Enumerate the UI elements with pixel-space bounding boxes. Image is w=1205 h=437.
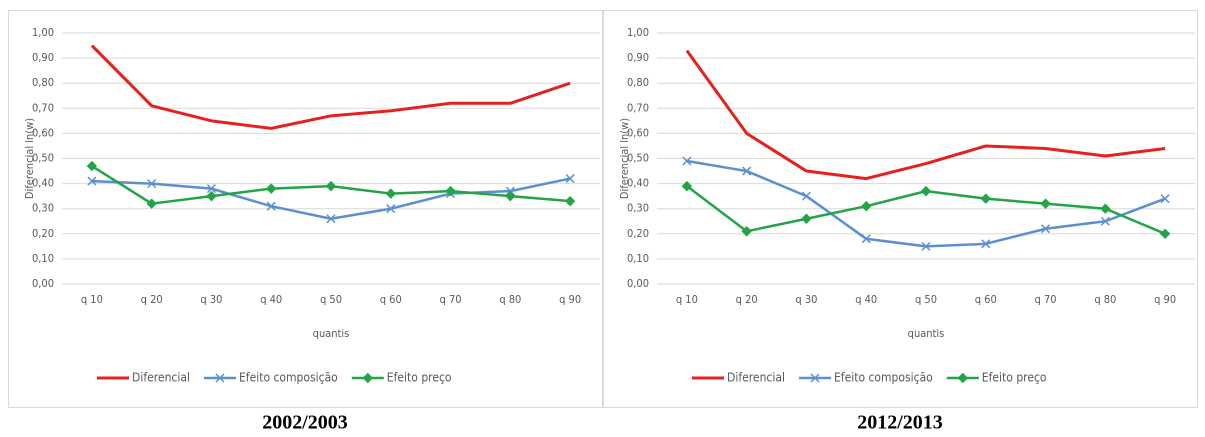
marker — [505, 190, 516, 202]
x-tick-label: q 70 — [1035, 293, 1057, 306]
y-tick-label: 0,90 — [32, 51, 54, 64]
x-tick-label: q 80 — [1094, 293, 1116, 306]
y-tick-label: 0,70 — [627, 101, 649, 114]
x-tick-label: q 40 — [260, 293, 282, 306]
x-axis-label: quantis — [908, 327, 945, 340]
series-line — [685, 49, 1166, 181]
marker — [981, 239, 991, 249]
marker — [801, 191, 811, 201]
x-tick-label: q 10 — [676, 293, 698, 306]
marker — [87, 176, 97, 186]
marker — [1160, 194, 1170, 204]
chart-caption: 2012/2013 — [857, 412, 943, 434]
y-tick-label: 0,20 — [32, 227, 54, 240]
chart-frame — [603, 10, 1198, 408]
legend-label: Diferencial — [727, 371, 785, 385]
y-tick-label: 0,50 — [32, 152, 54, 165]
y-tick-label: 0,40 — [627, 177, 649, 190]
legend-label: Diferencial — [132, 371, 190, 385]
y-axis-label: Diferencial ln(w) — [23, 118, 36, 199]
marker — [266, 183, 277, 194]
marker — [682, 156, 692, 166]
y-tick-label: 0,80 — [627, 76, 649, 89]
y-tick-label: 0,40 — [32, 177, 54, 190]
marker — [266, 201, 276, 211]
y-tick-label: 0,00 — [627, 277, 649, 290]
marker — [564, 195, 576, 207]
y-tick-label: 0,20 — [627, 227, 649, 240]
marker — [325, 180, 337, 192]
marker — [146, 198, 157, 209]
y-tick-label: 0,60 — [627, 126, 649, 139]
marker — [386, 204, 396, 214]
y-tick-label: 0,30 — [627, 202, 649, 215]
x-tick-label: q 60 — [975, 293, 997, 306]
marker — [1041, 224, 1051, 234]
marker — [445, 185, 456, 197]
y-tick-label: 0,50 — [627, 152, 649, 165]
legend-marker — [362, 372, 374, 384]
y-tick-label: 0,30 — [32, 202, 54, 215]
x-tick-label: q 70 — [440, 293, 462, 306]
marker — [861, 200, 872, 212]
x-tick-label: q 60 — [380, 293, 402, 306]
legend-label: Efeito composição — [239, 371, 338, 385]
marker — [326, 214, 336, 224]
legend-marker — [810, 373, 820, 383]
marker — [1100, 216, 1110, 226]
x-tick-label: q 50 — [320, 293, 342, 306]
y-tick-label: 0,60 — [32, 126, 54, 139]
x-tick-label: q 20 — [141, 293, 163, 306]
legend-label: Efeito preço — [387, 371, 452, 385]
y-axis-label: Diferencial ln(w) — [618, 118, 631, 199]
x-tick-label: q 20 — [736, 293, 758, 306]
marker — [921, 241, 931, 251]
marker — [801, 213, 812, 224]
y-tick-label: 0,10 — [32, 252, 54, 265]
marker — [1100, 203, 1111, 214]
marker — [147, 179, 157, 189]
y-tick-label: 1,00 — [32, 26, 54, 39]
x-tick-label: q 50 — [915, 293, 937, 306]
x-tick-label: q 80 — [499, 293, 521, 306]
x-tick-label: q 30 — [200, 293, 222, 306]
marker — [206, 190, 217, 202]
chart-caption: 2002/2003 — [262, 412, 348, 434]
marker — [741, 226, 752, 237]
x-tick-label: q 30 — [795, 293, 817, 306]
x-tick-label: q 40 — [855, 293, 877, 306]
marker — [385, 188, 396, 199]
marker — [1159, 228, 1171, 240]
marker — [861, 234, 871, 244]
y-tick-label: 1,00 — [627, 26, 649, 39]
series-line — [90, 44, 571, 130]
marker — [565, 174, 575, 184]
y-tick-label: 0,00 — [32, 277, 54, 290]
legend-marker — [957, 372, 969, 384]
legend-label: Efeito preço — [982, 371, 1047, 385]
y-tick-label: 0,10 — [627, 252, 649, 265]
marker — [920, 185, 932, 197]
y-tick-label: 0,80 — [32, 76, 54, 89]
marker — [86, 160, 98, 172]
x-axis-label: quantis — [313, 327, 350, 340]
marker — [980, 193, 991, 204]
x-tick-label: q 10 — [81, 293, 103, 306]
x-tick-label: q 90 — [1154, 293, 1176, 306]
marker — [681, 180, 693, 192]
y-tick-label: 0,70 — [32, 101, 54, 114]
legend-label: Efeito composição — [834, 371, 933, 385]
x-tick-label: q 90 — [559, 293, 581, 306]
legend-marker — [215, 373, 225, 383]
marker — [742, 166, 752, 176]
y-tick-label: 0,90 — [627, 51, 649, 64]
marker — [1040, 198, 1051, 209]
marker — [206, 184, 216, 194]
chart-frame — [8, 10, 603, 408]
